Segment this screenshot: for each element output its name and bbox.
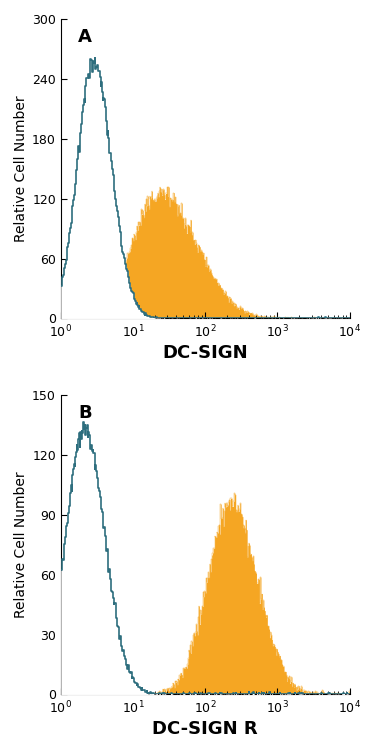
X-axis label: DC-SIGN: DC-SIGN: [162, 344, 248, 362]
Text: B: B: [78, 404, 92, 422]
Text: A: A: [78, 28, 92, 46]
X-axis label: DC-SIGN R: DC-SIGN R: [152, 720, 258, 738]
Y-axis label: Relative Cell Number: Relative Cell Number: [14, 96, 28, 242]
Y-axis label: Relative Cell Number: Relative Cell Number: [14, 472, 28, 618]
